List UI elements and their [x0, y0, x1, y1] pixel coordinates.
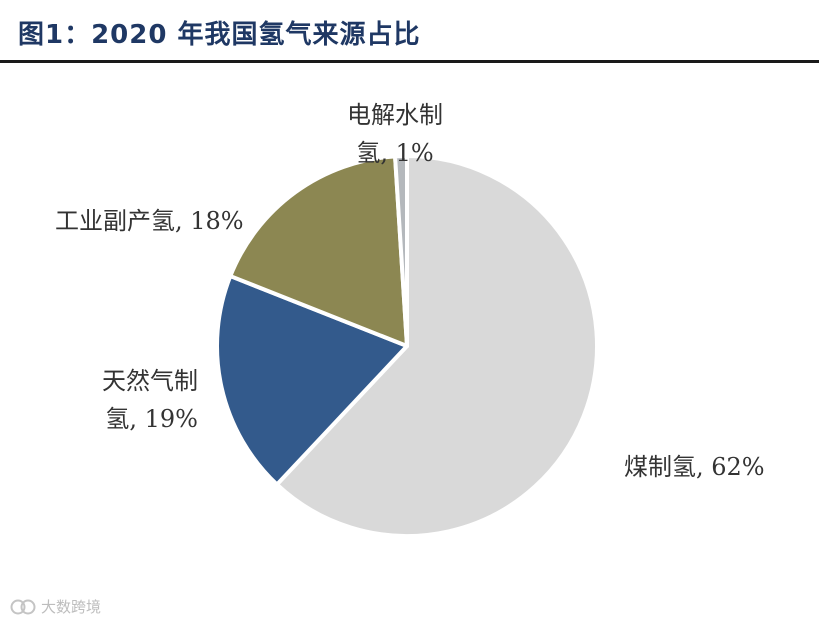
label-industrial-text: 工业副产氢, 18% [55, 207, 244, 235]
label-electrolysis: 电解水制 氢, 1% [325, 96, 465, 172]
watermark-text: 大数跨境 [41, 598, 102, 616]
slice-coal [274, 154, 599, 538]
brand-logo-icon [10, 599, 36, 614]
title-divider [0, 60, 819, 63]
label-coal: 煤制氢, 62% [624, 448, 765, 486]
label-electrolysis-line2: 氢, 1% [356, 139, 434, 167]
watermark: 大数跨境 [10, 596, 101, 617]
label-natural-gas-line2: 氢, 19% [105, 405, 198, 433]
label-natural-gas-line1: 天然气制 [102, 367, 198, 395]
figure-title: 图1：2020 年我国氢气来源占比 [18, 20, 421, 50]
slice-industrial [228, 154, 409, 348]
label-coal-text: 煤制氢, 62% [624, 453, 765, 481]
slice-electrolysis [393, 153, 409, 348]
label-industrial: 工业副产氢, 18% [55, 202, 244, 240]
label-natural-gas: 天然气制 氢, 19% [60, 362, 198, 438]
label-electrolysis-line1: 电解水制 [347, 101, 443, 129]
